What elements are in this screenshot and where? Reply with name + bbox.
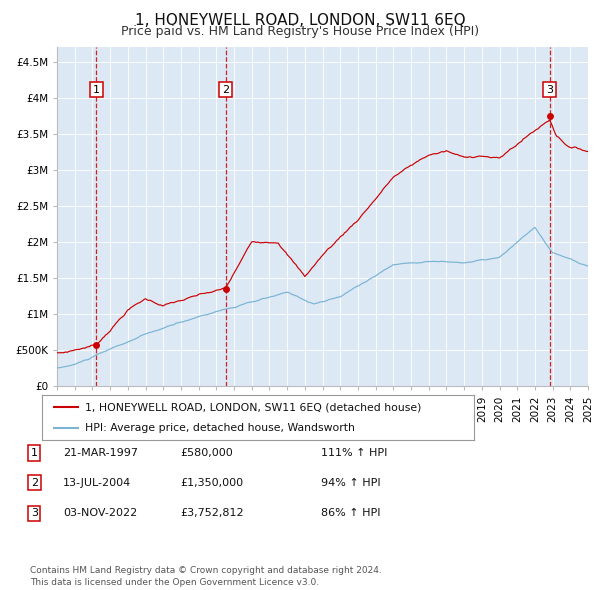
Text: 94% ↑ HPI: 94% ↑ HPI (321, 478, 380, 487)
Text: £580,000: £580,000 (180, 448, 233, 458)
Text: 86% ↑ HPI: 86% ↑ HPI (321, 509, 380, 518)
Text: 2: 2 (222, 84, 229, 94)
Text: Price paid vs. HM Land Registry's House Price Index (HPI): Price paid vs. HM Land Registry's House … (121, 25, 479, 38)
Text: £3,752,812: £3,752,812 (180, 509, 244, 518)
Text: 1, HONEYWELL ROAD, LONDON, SW11 6EQ (detached house): 1, HONEYWELL ROAD, LONDON, SW11 6EQ (det… (85, 402, 422, 412)
Text: 1: 1 (31, 448, 38, 458)
Text: 3: 3 (31, 509, 38, 518)
Text: Contains HM Land Registry data © Crown copyright and database right 2024.
This d: Contains HM Land Registry data © Crown c… (30, 566, 382, 587)
Text: £1,350,000: £1,350,000 (180, 478, 243, 487)
Text: HPI: Average price, detached house, Wandsworth: HPI: Average price, detached house, Wand… (85, 422, 355, 432)
Text: 3: 3 (546, 84, 553, 94)
Text: 03-NOV-2022: 03-NOV-2022 (63, 509, 137, 518)
Text: 1: 1 (93, 84, 100, 94)
Text: 111% ↑ HPI: 111% ↑ HPI (321, 448, 388, 458)
Text: 13-JUL-2004: 13-JUL-2004 (63, 478, 131, 487)
Text: 1, HONEYWELL ROAD, LONDON, SW11 6EQ: 1, HONEYWELL ROAD, LONDON, SW11 6EQ (134, 13, 466, 28)
Text: 2: 2 (31, 478, 38, 487)
Text: 21-MAR-1997: 21-MAR-1997 (63, 448, 138, 458)
